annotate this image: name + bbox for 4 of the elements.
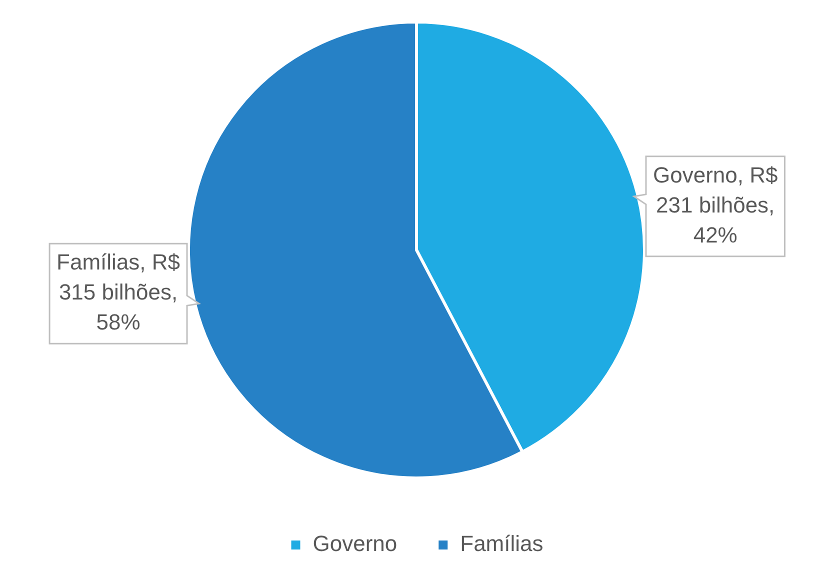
legend-label: Famílias xyxy=(460,531,544,556)
data-label: Governo, R$ 231 bilhões, 42% xyxy=(652,162,778,248)
legend-label: Governo xyxy=(312,531,398,556)
data-label: Famílias, R$ 315 bilhões, 58% xyxy=(56,250,180,335)
